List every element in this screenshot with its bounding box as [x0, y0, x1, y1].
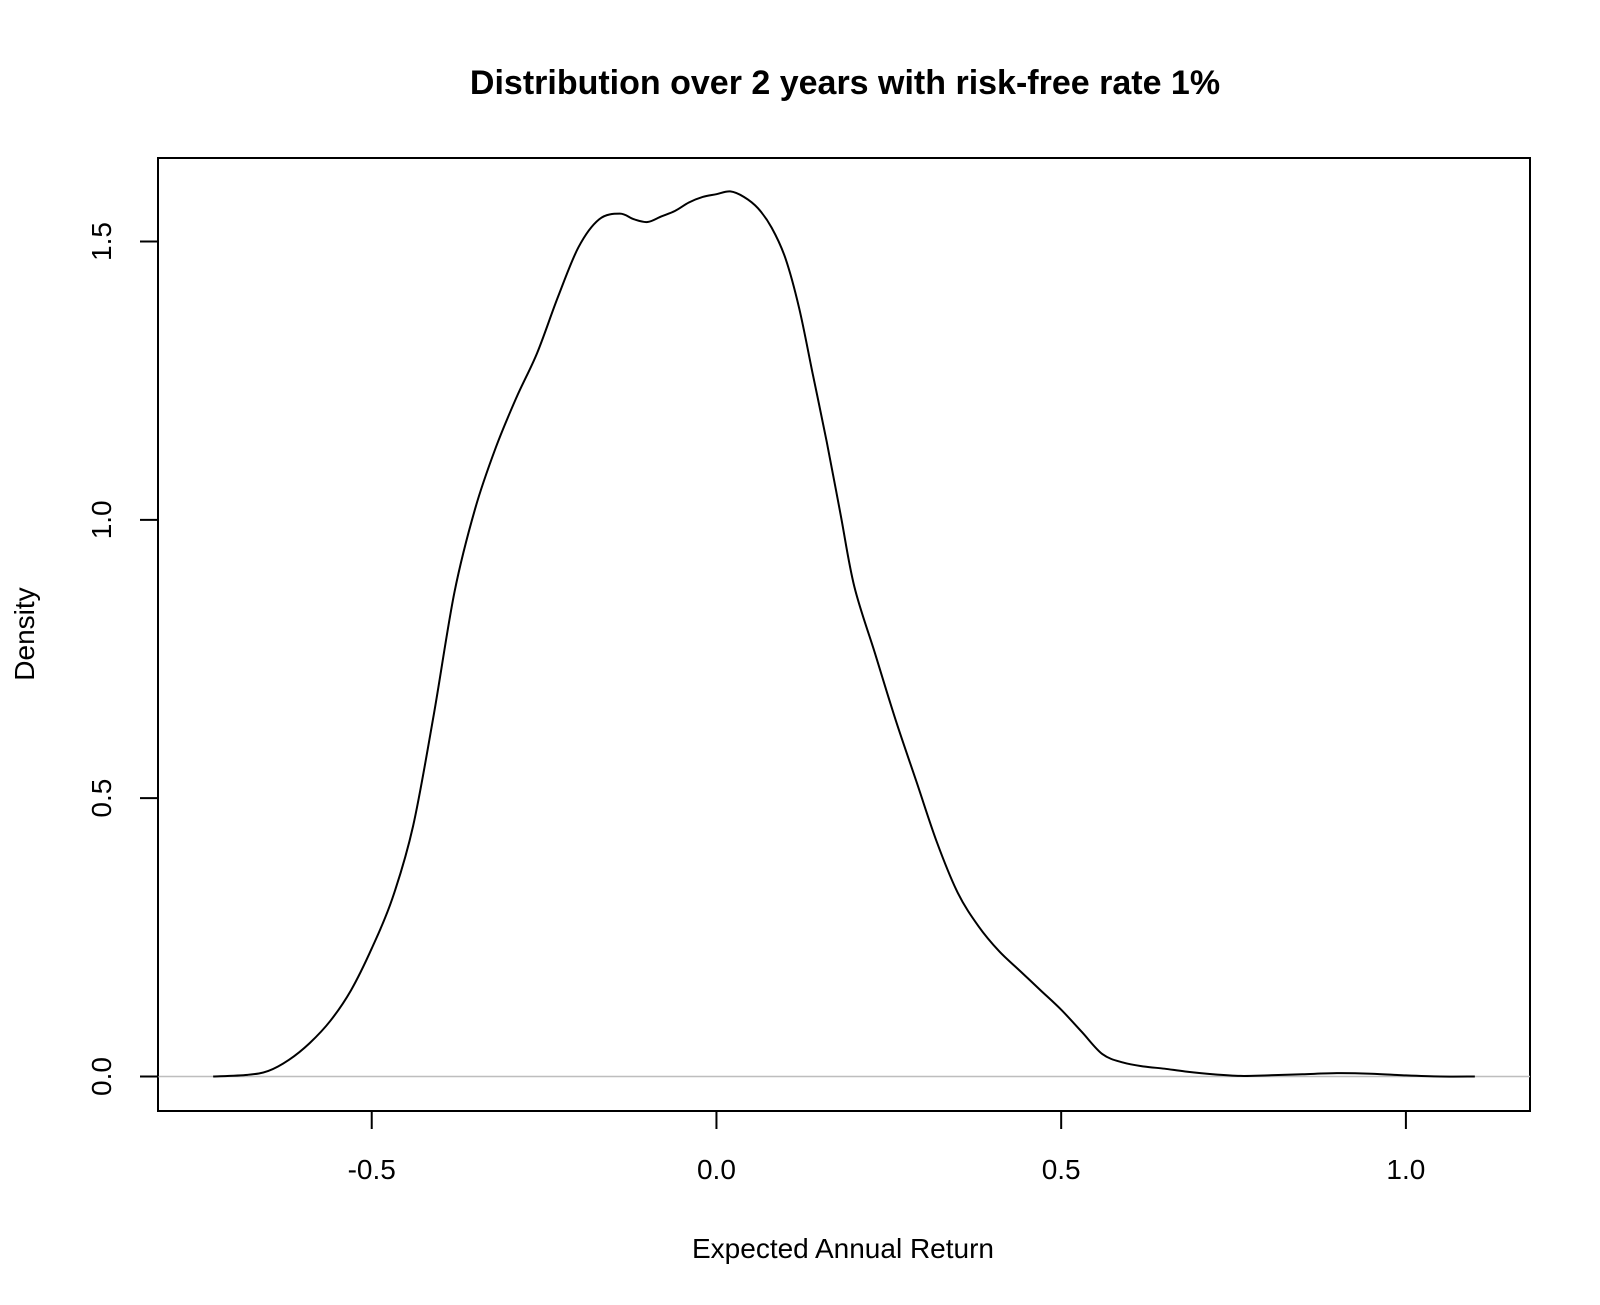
x-axis-label: Expected Annual Return: [692, 1233, 994, 1264]
x-tick-label: 0.5: [1042, 1154, 1081, 1185]
density-curve: [213, 190, 1475, 1078]
y-tick-label: 0.5: [86, 779, 117, 818]
x-tick-label: 0.0: [697, 1154, 736, 1185]
plot-frame: [157, 157, 1531, 1112]
x-axis: -0.5 0.0 0.5 1.0: [348, 1110, 1425, 1185]
y-tick-label: 0.0: [86, 1057, 117, 1096]
y-axis: 0.0 0.5 1.0 1.5: [86, 222, 159, 1096]
y-tick-label: 1.5: [86, 222, 117, 261]
y-axis-label: Density: [9, 587, 40, 680]
chart-title: Distribution over 2 years with risk-free…: [470, 64, 1220, 102]
y-tick-label: 1.0: [86, 500, 117, 539]
x-tick-label: 1.0: [1386, 1154, 1425, 1185]
x-tick-label: -0.5: [348, 1154, 396, 1185]
